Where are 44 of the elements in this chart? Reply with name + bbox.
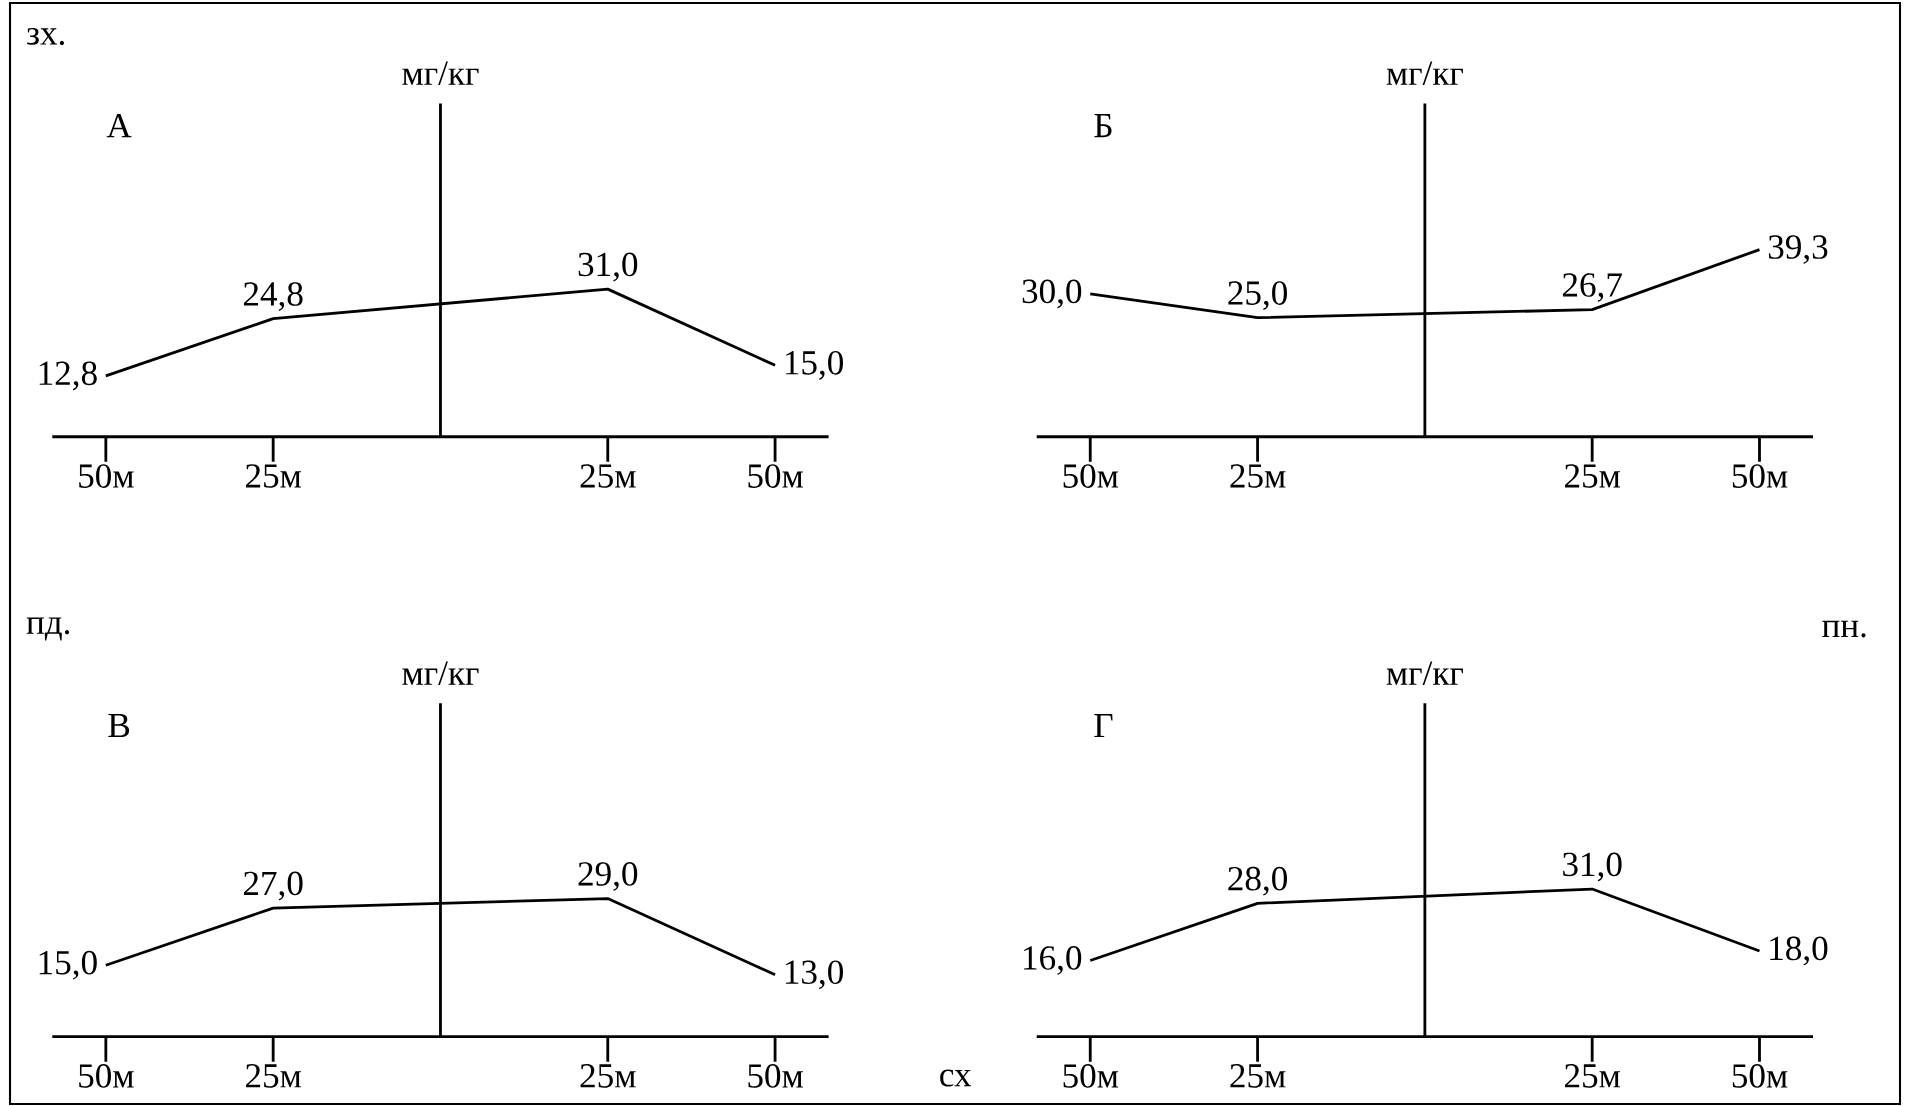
data-label: 27,0 <box>243 871 303 901</box>
x-tick-label: 50м <box>1063 464 1119 488</box>
x-tick-label: 50м <box>79 1064 134 1088</box>
data-label: 31,0 <box>1563 852 1622 882</box>
data-label: 29,0 <box>578 862 638 891</box>
data-label: 16,0 <box>1024 946 1082 975</box>
x-tick-label: 50м <box>1063 1064 1119 1088</box>
chart-title: Б <box>1094 114 1112 138</box>
data-label: 12,8 <box>39 361 97 391</box>
data-label: 28,0 <box>1228 866 1287 896</box>
y-axis-title: мг/кг <box>1386 61 1463 86</box>
text: пд. <box>26 617 70 641</box>
x-tick-label: 25м <box>1230 1064 1286 1088</box>
x-tick-label: 25м <box>246 464 302 488</box>
x-tick-label: 25м <box>246 1064 302 1088</box>
x-tick-label: 50м <box>79 464 134 488</box>
data-label: 15,0 <box>39 950 97 980</box>
data-label: 39,3 <box>1768 235 1828 264</box>
data-label: 15,0 <box>785 350 844 380</box>
chart-title: А <box>106 114 132 138</box>
data-label: 18,0 <box>1770 936 1828 966</box>
data-label: 13,0 <box>785 960 844 990</box>
x-tick-label: 50м <box>748 464 803 488</box>
y-axis-title: мг/кг <box>402 61 479 86</box>
text: сх <box>940 1069 972 1087</box>
data-label: 26,7 <box>1562 273 1622 302</box>
x-tick-label: 50м <box>1732 464 1788 488</box>
text: зх. <box>27 27 64 46</box>
x-tick-label: 25м <box>580 1064 636 1088</box>
x-tick-label: 25м <box>1565 1064 1621 1088</box>
data-label: 25,0 <box>1228 281 1287 310</box>
text: пн. <box>1822 620 1866 638</box>
data-label: 24,8 <box>243 282 303 311</box>
x-tick-label: 25м <box>580 464 636 488</box>
y-axis-title: мг/кг <box>1386 661 1463 686</box>
x-tick-label: 25м <box>1565 464 1621 488</box>
data-label: 31,0 <box>578 252 638 282</box>
x-tick-label: 50м <box>748 1064 803 1088</box>
y-axis-title: мг/кг <box>402 661 479 686</box>
chart-title: В <box>108 713 130 738</box>
chart-title: Г <box>1094 714 1113 738</box>
data-label: 30,0 <box>1022 279 1082 309</box>
x-tick-label: 25м <box>1230 464 1286 488</box>
x-tick-label: 50м <box>1732 1064 1788 1088</box>
